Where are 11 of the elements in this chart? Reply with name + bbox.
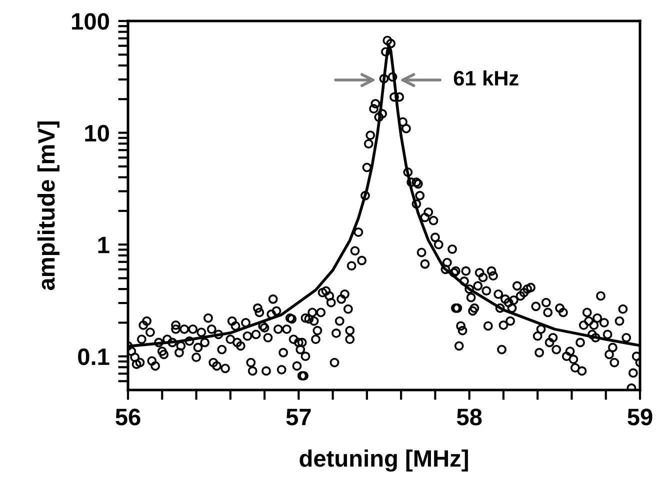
x-tick-label: 59 <box>628 408 652 426</box>
y-axis-title: amplitude [mV] <box>37 122 60 290</box>
x-tick-label: 58 <box>456 408 482 426</box>
x-axis-title: detuning [MHz] <box>300 450 468 472</box>
y-tick-label: 10 <box>85 124 109 142</box>
x-tick-label: 57 <box>286 408 311 426</box>
y-tick-label: 0.1 <box>78 348 110 366</box>
y-tick-label: 100 <box>72 13 109 30</box>
x-tick-label: 56 <box>116 408 140 426</box>
y-tick-label: 1 <box>98 236 110 254</box>
annotation: 61 kHz <box>454 70 518 86</box>
